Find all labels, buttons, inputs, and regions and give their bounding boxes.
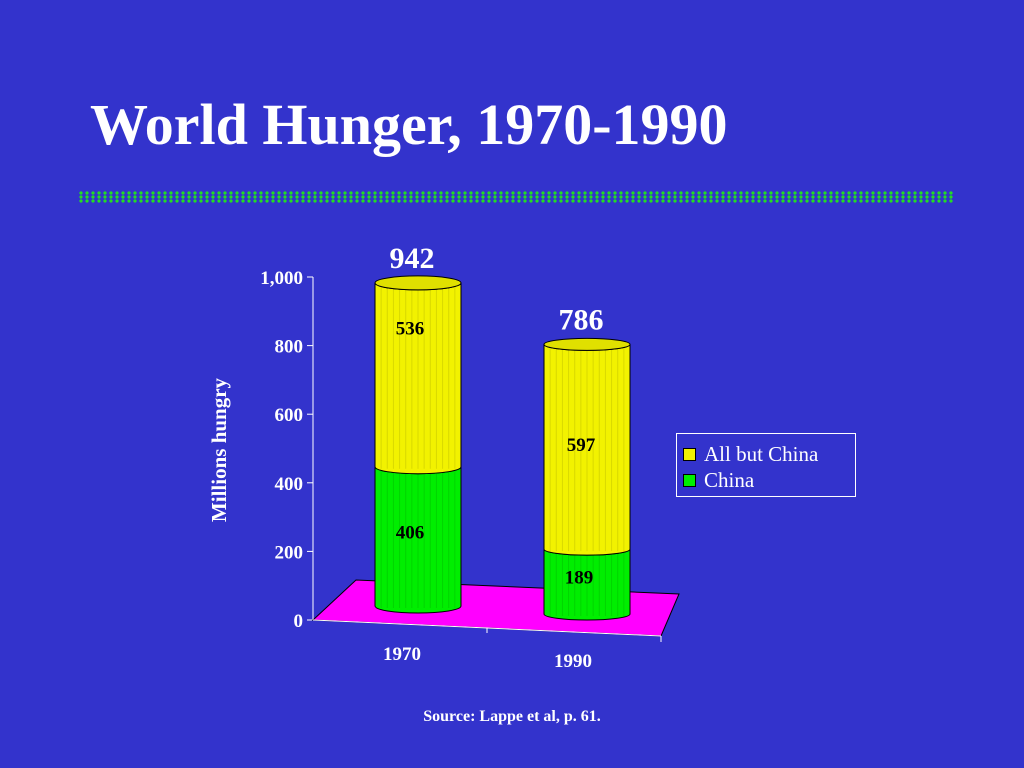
- y-tick-label: 200: [275, 542, 304, 563]
- legend-item-china: China: [683, 467, 855, 493]
- data-label-all-but-china-1970: 536: [396, 318, 425, 339]
- legend-label-china: China: [704, 467, 755, 492]
- bar-top-cap-1990: [543, 337, 631, 351]
- x-category-label-1970: 1970: [383, 644, 421, 665]
- bar-top-cap-1970: [374, 275, 462, 291]
- title-divider: [78, 191, 955, 203]
- y-tick-label: 1,000: [260, 268, 303, 289]
- y-tick-label: 800: [275, 337, 304, 358]
- legend-label-all-but-china: All but China: [704, 441, 819, 466]
- y-tick-label: 400: [275, 474, 304, 495]
- total-label-1970: 942: [390, 242, 435, 275]
- slide-title: World Hunger, 1970-1990: [90, 92, 728, 157]
- total-label-1990: 786: [559, 303, 604, 336]
- data-label-china-1970: 406: [396, 522, 425, 543]
- legend-swatch-china: [683, 473, 696, 487]
- legend-swatch-all-but-china: [683, 447, 696, 461]
- source-citation: Source: Lappe et al, p. 61.: [423, 708, 601, 725]
- x-category-label-1990: 1990: [554, 651, 592, 672]
- y-tick-label: 600: [275, 405, 304, 426]
- chart-legend: All but China China: [676, 433, 856, 497]
- data-label-all-but-china-1990: 597: [567, 435, 596, 456]
- y-tick-label: 0: [294, 611, 304, 632]
- data-label-china-1990: 189: [565, 568, 594, 589]
- legend-item-all-but-china: All but China: [683, 441, 855, 467]
- y-axis-title: Millions hungry: [207, 377, 231, 522]
